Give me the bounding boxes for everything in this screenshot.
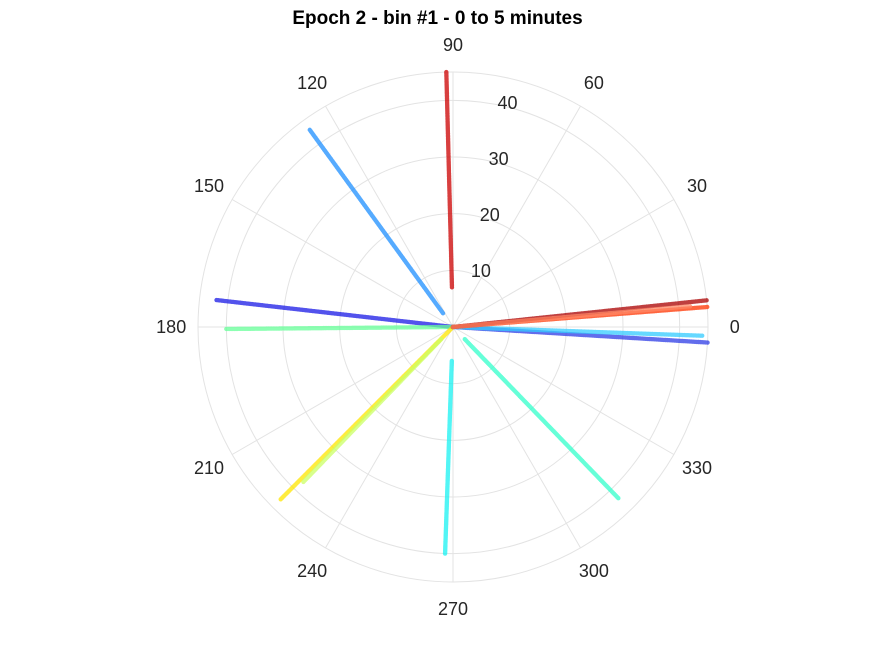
series-line: [215, 298, 455, 329]
theta-tick-label: 210: [194, 458, 224, 478]
data-series-layer: [214, 69, 710, 556]
theta-tick-label: 60: [584, 73, 604, 93]
series-0: [444, 69, 455, 290]
series-5: [301, 337, 444, 485]
theta-tick-label: 120: [297, 73, 327, 93]
series-3: [224, 324, 456, 332]
theta-grid-line: [325, 326, 454, 549]
series-line: [451, 305, 692, 329]
r-tick-label: 20: [480, 205, 500, 225]
series-line: [451, 325, 704, 337]
r-tick-label: 40: [498, 93, 518, 113]
series-line: [445, 70, 454, 289]
theta-tick-label: 0: [730, 317, 740, 337]
theta-tick-label: 150: [194, 176, 224, 196]
series-line: [443, 359, 454, 555]
series-7: [462, 337, 621, 501]
series-1: [307, 127, 446, 316]
theta-grid-line: [452, 326, 581, 549]
series-2: [214, 297, 456, 330]
theta-tick-label: 330: [682, 458, 712, 478]
series-line: [463, 337, 620, 500]
theta-grid-line: [452, 199, 675, 328]
chart-title: Epoch 2 - bin #1 - 0 to 5 minutes: [292, 8, 583, 29]
series-line: [308, 128, 445, 315]
series-6: [442, 358, 455, 556]
theta-tick-label: 240: [297, 561, 327, 581]
theta-grid-line: [452, 326, 675, 455]
r-tick-labels: 10 20 30 40: [471, 93, 518, 281]
theta-tick-labels: 0 30 60 90 120 150 180 210 240 270 300 330: [156, 35, 740, 619]
theta-grid-line: [325, 105, 454, 328]
theta-tick-label: 300: [579, 561, 609, 581]
r-tick-label: 30: [489, 149, 509, 169]
theta-tick-label: 30: [687, 176, 707, 196]
r-tick-label: 10: [471, 261, 491, 281]
theta-grid-line: [231, 199, 454, 328]
series-line: [302, 337, 443, 484]
theta-tick-label: 270: [438, 599, 468, 619]
series-12: [450, 304, 693, 330]
theta-tick-label: 180: [156, 317, 186, 337]
theta-grid-line: [452, 105, 581, 328]
theta-tick-label: 90: [443, 35, 463, 55]
series-line: [225, 325, 455, 331]
theta-grid-line: [231, 326, 454, 455]
